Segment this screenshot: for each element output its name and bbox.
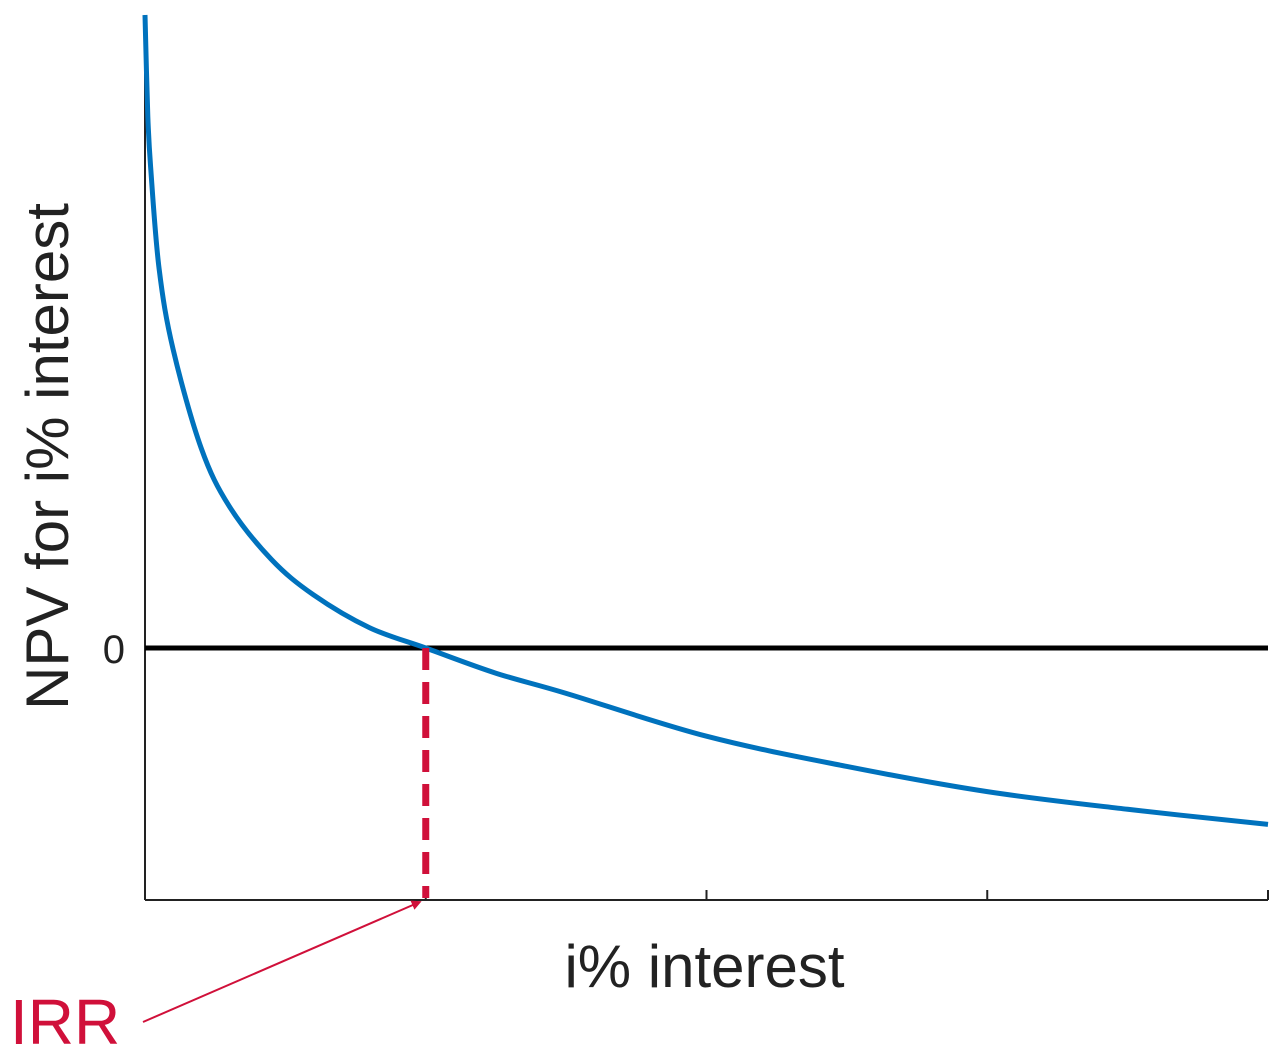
y-tick-label-0: 0: [103, 628, 125, 672]
x-ticks: [424, 890, 1269, 900]
y-tick-labels: 0: [103, 628, 125, 672]
irr-arrow: [142, 900, 422, 1023]
y-axis-label: NPV for i% interest: [14, 203, 81, 710]
npv-curve: [142, 14, 1269, 827]
irr-annotation: IRR: [10, 986, 120, 1058]
x-axis-label: i% interest: [564, 933, 844, 1000]
